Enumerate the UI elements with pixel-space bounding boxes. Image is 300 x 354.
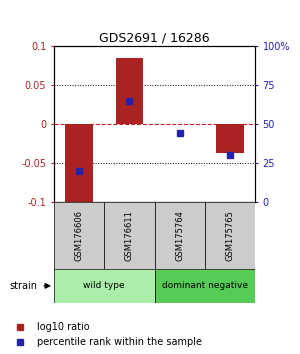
Text: GSM175764: GSM175764	[175, 210, 184, 261]
Title: GDS2691 / 16286: GDS2691 / 16286	[99, 32, 210, 45]
Text: GSM176611: GSM176611	[125, 210, 134, 261]
Bar	[104, 202, 154, 269]
Text: percentile rank within the sample: percentile rank within the sample	[37, 337, 202, 348]
Text: dominant negative: dominant negative	[162, 281, 248, 290]
Text: GSM176606: GSM176606	[75, 210, 84, 261]
Bar	[54, 269, 154, 303]
Bar	[154, 269, 255, 303]
Bar	[216, 124, 244, 154]
Text: log10 ratio: log10 ratio	[37, 321, 89, 332]
Bar	[65, 124, 93, 202]
Bar	[154, 202, 205, 269]
Text: wild type: wild type	[83, 281, 125, 290]
Text: strain: strain	[9, 281, 37, 291]
Bar	[205, 202, 255, 269]
Bar	[116, 58, 143, 124]
Bar	[54, 202, 104, 269]
Text: GSM175765: GSM175765	[225, 210, 234, 261]
